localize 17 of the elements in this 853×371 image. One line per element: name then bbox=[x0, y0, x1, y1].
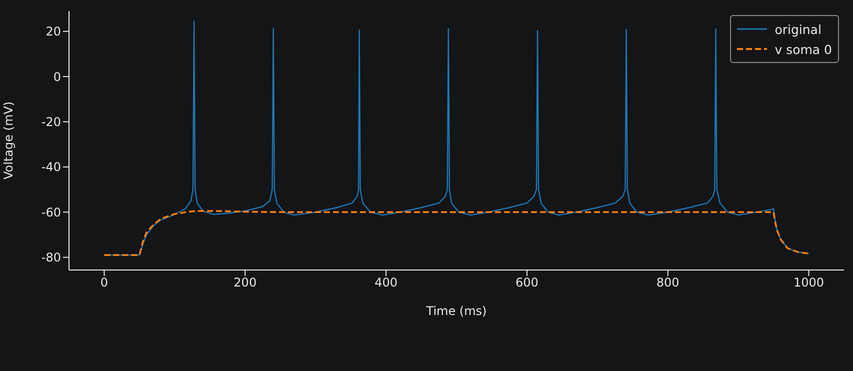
y-tick-label: -20 bbox=[41, 115, 61, 129]
y-tick-label: -80 bbox=[41, 250, 61, 265]
y-tick-label: -60 bbox=[41, 205, 61, 220]
x-tick-label: 200 bbox=[234, 276, 257, 290]
y-axis-title: Voltage (mV) bbox=[1, 101, 16, 180]
line-series bbox=[103, 210, 810, 256]
x-axis-title: Time (ms) bbox=[425, 304, 487, 318]
x-tick-label: 600 bbox=[516, 276, 538, 290]
x-tick-label: 800 bbox=[656, 276, 680, 290]
legend-label: original bbox=[774, 22, 822, 36]
x-tick-label: 0 bbox=[100, 276, 108, 290]
y-tick-label: -40 bbox=[41, 160, 61, 174]
x-tick-label: 1000 bbox=[794, 276, 824, 290]
x-tick-label: 400 bbox=[374, 276, 398, 290]
legend-label: v soma 0 bbox=[774, 42, 832, 56]
y-tick-label: 0 bbox=[53, 70, 61, 84]
y-tick-label: 20 bbox=[46, 24, 61, 39]
